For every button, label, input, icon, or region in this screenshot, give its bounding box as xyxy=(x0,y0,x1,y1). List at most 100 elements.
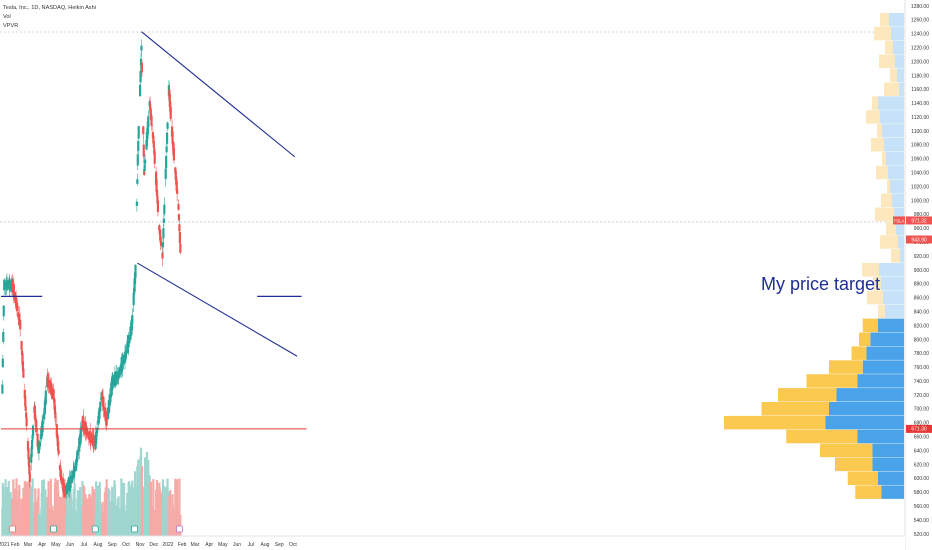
volume-bar xyxy=(67,514,70,536)
candle-body xyxy=(177,214,181,221)
time-tick: May xyxy=(51,542,61,548)
candle-body xyxy=(98,408,101,419)
volume-bar xyxy=(66,486,69,536)
vp-buy-bar xyxy=(820,443,873,458)
candle-body xyxy=(143,164,146,171)
price-label-badges: TSLA 971.32 943.90 671.30 xyxy=(893,216,932,433)
candle-body xyxy=(73,466,76,472)
vp-buy-bar xyxy=(806,374,858,388)
vp-buy-bar-faded xyxy=(867,290,883,305)
candle-body xyxy=(2,305,5,317)
vp-buy-bar-faded xyxy=(880,12,889,27)
candle-body xyxy=(28,465,31,475)
trend-line[interactable] xyxy=(141,31,296,158)
price-tick: 840.00 xyxy=(914,309,930,315)
price-axis[interactable]: 1280.00 1260.00 1240.00 1220.00 1200.00 1180.… xyxy=(893,0,932,550)
vp-buy-bar xyxy=(835,457,873,472)
candle-body xyxy=(176,188,179,194)
volume-bar xyxy=(150,505,153,536)
price-tick: 960.00 xyxy=(914,226,930,232)
price-tick: 620.00 xyxy=(914,462,930,468)
candle-body xyxy=(102,396,105,411)
price-tick: 1260.00 xyxy=(911,18,929,24)
candle-body xyxy=(163,204,166,215)
volume-bar xyxy=(95,485,99,536)
time-tick: Jul xyxy=(248,542,254,548)
volume-bar xyxy=(152,479,155,536)
time-tick: Jul xyxy=(81,542,87,548)
price-axis-bg xyxy=(905,0,932,550)
drawings xyxy=(1,31,307,430)
price-tick: 780.00 xyxy=(914,351,930,357)
price-tick: 880.00 xyxy=(914,282,930,288)
time-tick: Mar xyxy=(191,542,200,548)
candle-body xyxy=(41,419,44,432)
volume-bar xyxy=(60,497,63,536)
candle-body xyxy=(20,350,24,356)
vp-sell-bar xyxy=(836,388,904,402)
vp-sell-bar-faded xyxy=(892,193,904,208)
price-tick: 1000.00 xyxy=(911,198,929,204)
price-tick: 820.00 xyxy=(914,323,930,329)
earnings-marker[interactable] xyxy=(131,525,138,533)
candle-body xyxy=(154,171,158,185)
candle-body xyxy=(30,446,33,457)
price-tick: 1080.00 xyxy=(911,143,929,149)
earnings-marker[interactable] xyxy=(176,525,183,533)
earnings-marker[interactable] xyxy=(9,525,16,533)
volume-bar xyxy=(73,483,76,536)
candle-body xyxy=(136,154,139,166)
price-tick: 1200.00 xyxy=(911,59,929,65)
time-tick: Apr xyxy=(38,542,46,548)
price-badge-text: 971.32 xyxy=(911,218,927,224)
vp-sell-bar-faded xyxy=(884,138,904,152)
volume-bar xyxy=(169,490,172,536)
price-tick: 720.00 xyxy=(914,393,930,399)
volume-bar xyxy=(108,512,111,536)
vp-sell-bar-faded xyxy=(899,82,904,96)
vp-buy-bar-faded xyxy=(879,54,895,69)
earnings-marker[interactable] xyxy=(91,525,99,533)
volume-bar xyxy=(92,489,95,536)
vp-sell-bar xyxy=(877,471,904,485)
candle-body xyxy=(151,132,154,139)
volume-bar xyxy=(128,481,131,536)
candle-body xyxy=(152,140,155,148)
volume-bar xyxy=(41,509,44,536)
vp-sell-bar-faded xyxy=(879,263,904,277)
volume-bar xyxy=(47,481,50,536)
volume-bar xyxy=(105,479,108,536)
volume-bar xyxy=(44,504,47,536)
vp-sell-bar xyxy=(881,485,904,499)
volume-bar xyxy=(144,457,147,536)
earnings-marker[interactable] xyxy=(50,525,58,533)
candle-body xyxy=(153,151,156,164)
candle-body xyxy=(76,450,79,456)
volume-bar xyxy=(140,466,144,536)
candle-body xyxy=(21,353,24,366)
vp-buy-bar-faded xyxy=(890,68,897,83)
price-tick: 980.00 xyxy=(914,212,930,218)
price-tick: 760.00 xyxy=(914,365,930,371)
candle-body xyxy=(15,302,19,312)
volume-bar xyxy=(79,504,83,536)
price-tick: 740.00 xyxy=(914,379,930,385)
time-axis[interactable]: 2021FebMarAprMayJunJulAugSepOctNovDec202… xyxy=(0,535,905,550)
candle-body xyxy=(153,148,156,155)
candle-body xyxy=(28,472,31,483)
trend-line[interactable] xyxy=(137,262,298,357)
candle-body xyxy=(150,115,153,126)
vpvr-indicator-label: VPVR xyxy=(3,23,18,29)
candlestick-series xyxy=(1,39,182,499)
price-tick: 1140.00 xyxy=(911,101,929,107)
price-tick: 660.00 xyxy=(914,435,930,441)
price-tick: 1040.00 xyxy=(911,171,929,177)
volume-bar xyxy=(176,479,179,536)
candle-body xyxy=(158,225,161,231)
volume-bar xyxy=(38,516,41,536)
candle-body xyxy=(54,412,57,419)
candle-body xyxy=(145,132,149,147)
candle-body xyxy=(178,224,181,232)
candle-body xyxy=(57,441,60,452)
